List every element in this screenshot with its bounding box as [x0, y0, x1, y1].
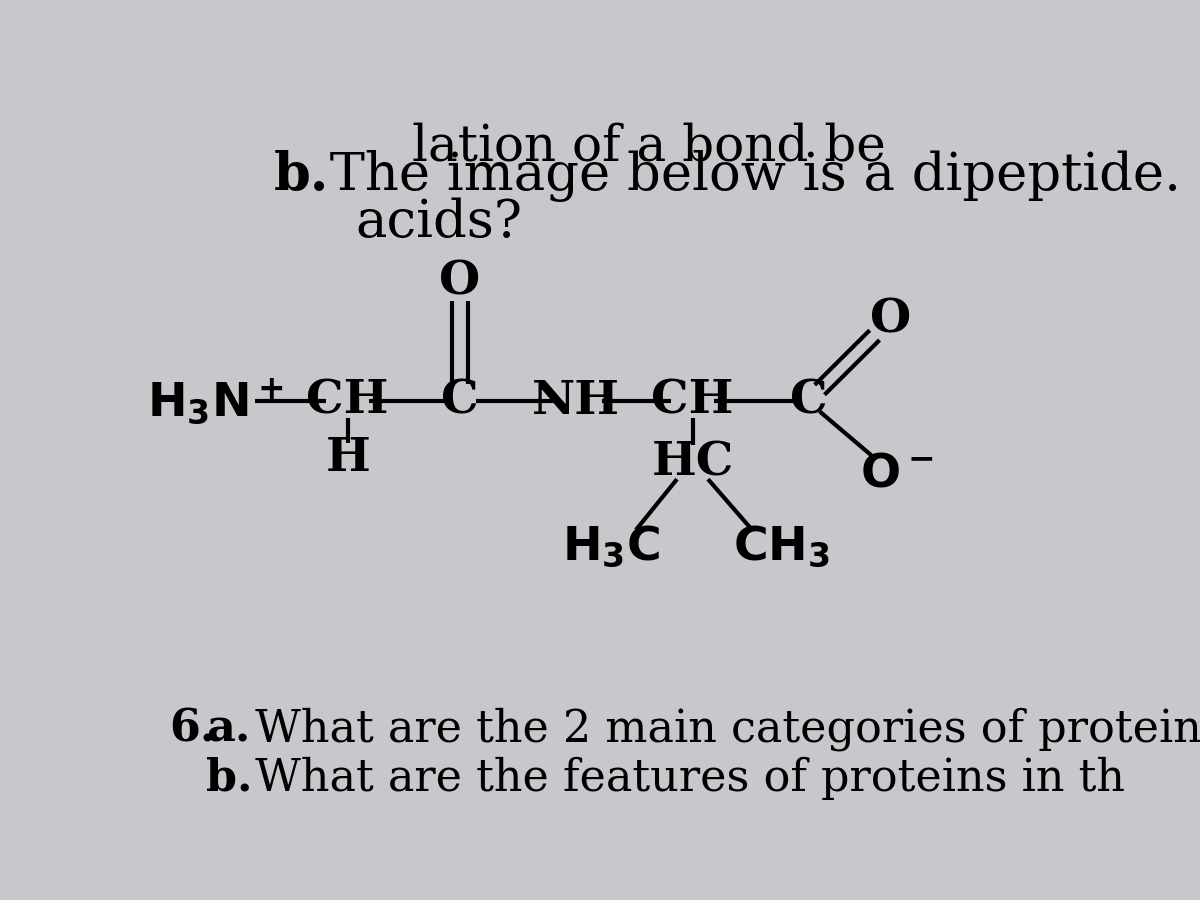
Text: $\mathbf{H_3C}$: $\mathbf{H_3C}$: [562, 524, 660, 570]
Text: NH: NH: [533, 378, 620, 424]
Text: C: C: [442, 378, 479, 424]
Text: HC: HC: [652, 439, 733, 485]
Text: b.: b.: [206, 756, 252, 799]
Text: O: O: [870, 297, 911, 343]
Text: a.: a.: [206, 707, 250, 750]
Text: H: H: [325, 436, 370, 482]
Text: C: C: [790, 378, 828, 424]
Text: 6.: 6.: [169, 707, 216, 750]
Text: The image below is a dipeptide.: The image below is a dipeptide.: [313, 150, 1181, 202]
Text: $\mathbf{O^-}$: $\mathbf{O^-}$: [859, 451, 932, 497]
Text: b.: b.: [274, 150, 329, 202]
Text: $\mathbf{H_3N^+}$: $\mathbf{H_3N^+}$: [148, 375, 284, 426]
Text: What are the 2 main categories of protein: What are the 2 main categories of protei…: [241, 707, 1200, 751]
Text: CH: CH: [306, 378, 389, 424]
Text: $\mathbf{CH_3}$: $\mathbf{CH_3}$: [733, 524, 830, 570]
Text: O: O: [439, 258, 480, 304]
Text: CH: CH: [652, 378, 733, 424]
Text: acids?: acids?: [355, 196, 522, 248]
Text: What are the features of proteins in th: What are the features of proteins in th: [241, 756, 1126, 799]
Text: lation of a bond be: lation of a bond be: [413, 122, 887, 171]
